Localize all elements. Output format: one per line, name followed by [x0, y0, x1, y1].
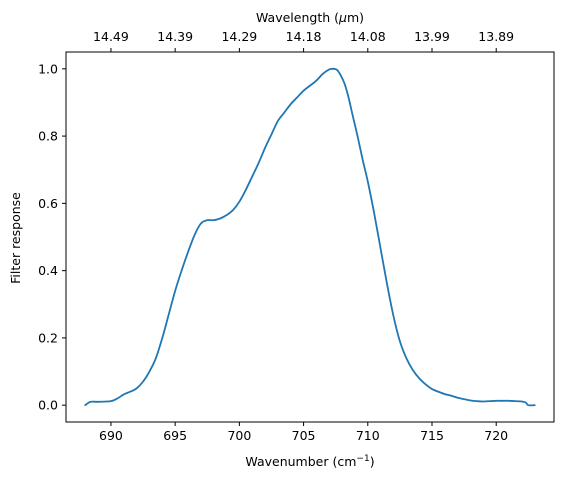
y-tick-label: 0.6	[38, 196, 58, 211]
x-tick-label: 710	[356, 428, 380, 443]
x-tick-label: 705	[292, 428, 316, 443]
plot-frame	[65, 51, 555, 423]
x-tick-label: 720	[484, 428, 508, 443]
top-x-tick-label: 14.18	[286, 29, 322, 44]
x-tick-label: 695	[163, 428, 187, 443]
y-tick-label: 0.4	[38, 263, 58, 278]
y-axis-label: Filter response	[8, 192, 23, 284]
series-group	[84, 67, 536, 407]
x-tick-label: 690	[99, 428, 123, 443]
top-x-tick-label: 14.08	[350, 29, 386, 44]
x-tick-label: 715	[420, 428, 444, 443]
bottom-x-axis-ticks: 690 695 700 705 710 715 720	[99, 422, 508, 443]
top-x-tick-label: 13.99	[414, 29, 450, 44]
top-x-axis-ticks: 14.49 14.39 14.29 14.18 14.08 13.99 13.89	[93, 29, 514, 52]
top-x-tick-label: 14.29	[221, 29, 257, 44]
y-tick-label: 0.2	[38, 330, 58, 345]
y-tick-label: 0.8	[38, 129, 58, 144]
x-axis-label: Wavenumber (cm−1)	[245, 454, 374, 469]
top-x-tick-label: 14.49	[93, 29, 129, 44]
top-x-tick-label: 14.39	[157, 29, 193, 44]
y-axis-ticks: 0.0 0.2 0.4 0.6 0.8 1.0	[38, 61, 66, 413]
y-tick-label: 1.0	[38, 61, 58, 76]
top-x-axis-label: Wavelength (μm)	[256, 10, 364, 25]
plot-area-border	[65, 51, 555, 423]
top-x-tick-label: 13.89	[478, 29, 514, 44]
x-tick-label: 700	[227, 428, 251, 443]
filter-response-line	[84, 67, 536, 407]
y-tick-label: 0.0	[38, 398, 58, 413]
